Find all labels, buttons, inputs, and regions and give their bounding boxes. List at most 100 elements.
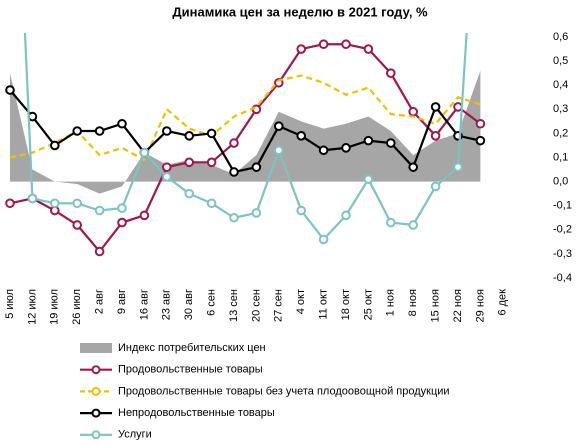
marker [72, 220, 82, 230]
x-tick-label: 23 авг [161, 289, 173, 320]
x-tick-label: 27 сен [273, 289, 285, 322]
marker [475, 118, 486, 129]
x-tick-label: 12 июл [26, 289, 38, 325]
y-tick-label: 0,4 [553, 79, 568, 91]
y-tick-label: 0,3 [553, 103, 568, 115]
marker [206, 128, 217, 139]
marker [341, 143, 351, 153]
marker [363, 135, 374, 146]
x-tick-label: 25 окт [362, 289, 374, 320]
x-tick-label: 9 авг [116, 289, 128, 314]
marker [139, 147, 150, 158]
legend-label: Индекс потребительских цен [118, 342, 266, 354]
marker [94, 246, 105, 257]
marker [363, 44, 374, 54]
marker [229, 212, 239, 223]
marker [94, 205, 105, 216]
y-tick-label: 0,2 [553, 127, 568, 139]
marker [229, 138, 239, 148]
line [9, 89, 481, 174]
marker [229, 167, 239, 177]
x-tick-label: 6 дек [497, 289, 509, 316]
x-tick-label: 2 авг [94, 289, 106, 314]
marker [117, 217, 127, 228]
marker [184, 157, 194, 168]
line [9, 43, 482, 254]
marker [363, 174, 374, 184]
marker [386, 217, 396, 228]
x-tick-label: 20 сен [250, 289, 262, 322]
marker [296, 44, 307, 54]
y-tick-label: 0,5 [553, 55, 568, 67]
marker [5, 198, 15, 209]
marker [341, 39, 351, 50]
x-tick-label: 26 июл [71, 289, 83, 325]
x-tick-label: 29 ноя [474, 289, 486, 322]
marker [408, 162, 419, 172]
marker [274, 145, 284, 156]
y-tick-label: 0,0 [553, 176, 568, 188]
marker [274, 121, 284, 131]
y-tick-label: -0,3 [553, 248, 572, 260]
area [10, 70, 481, 194]
marker [206, 198, 217, 209]
y-tick-label: 0,1 [553, 151, 568, 163]
line [23, 33, 468, 242]
marker [430, 102, 441, 112]
marker [94, 126, 105, 136]
x-tick-label: 5 июл [4, 289, 16, 319]
marker [139, 210, 150, 221]
legend-swatch [80, 343, 112, 353]
marker [251, 208, 262, 218]
y-tick-label: -0,2 [553, 224, 572, 236]
x-tick-label: 30 авг [183, 289, 195, 320]
marker [162, 126, 172, 136]
x-tick-label: 18 окт [340, 289, 352, 320]
marker [475, 135, 486, 146]
legend-marker [91, 408, 101, 418]
marker [386, 138, 396, 148]
x-tick-label: 16 авг [138, 289, 150, 320]
legend-label: Продовольственные товары [118, 364, 263, 376]
x-tick-label: 13 сен [228, 289, 240, 322]
marker [184, 188, 194, 199]
marker [72, 198, 82, 209]
x-tick-label: 22 ноя [452, 289, 464, 322]
x-tick-label: 4 окт [295, 289, 307, 314]
marker [386, 68, 396, 78]
marker [453, 162, 463, 172]
legend-marker [91, 365, 101, 375]
marker [251, 104, 262, 115]
legend-marker [91, 386, 101, 396]
legend-label: Продовольственные товары без учета плодо… [118, 385, 450, 397]
marker [117, 118, 127, 129]
marker [27, 193, 38, 204]
y-tick-label: -0,4 [553, 272, 572, 284]
marker [5, 85, 15, 95]
x-tick-label: 11 окт [318, 289, 330, 320]
line [9, 74, 481, 162]
marker [296, 205, 307, 216]
chart-title: Динамика цен за неделю в 2021 году, % [172, 4, 428, 19]
marker [408, 106, 419, 117]
legend-label: Услуги [118, 429, 152, 441]
marker [50, 198, 60, 209]
marker [341, 210, 351, 221]
y-tick-label: -0,1 [553, 200, 572, 212]
plot-area [5, 33, 486, 257]
marker [50, 140, 60, 151]
marker [430, 181, 441, 192]
x-tick-label: 8 ноя [407, 289, 419, 316]
marker [72, 126, 82, 136]
x-tick-label: 19 июл [49, 289, 61, 325]
y-tick-label: 0,6 [553, 31, 568, 43]
marker [162, 171, 172, 182]
marker [318, 145, 329, 156]
marker [408, 220, 419, 230]
marker [117, 203, 127, 213]
marker [296, 131, 307, 141]
legend-label: Непродовольственные товары [118, 407, 275, 419]
marker [162, 162, 172, 172]
x-tick-label: 1 ноя [385, 289, 397, 316]
